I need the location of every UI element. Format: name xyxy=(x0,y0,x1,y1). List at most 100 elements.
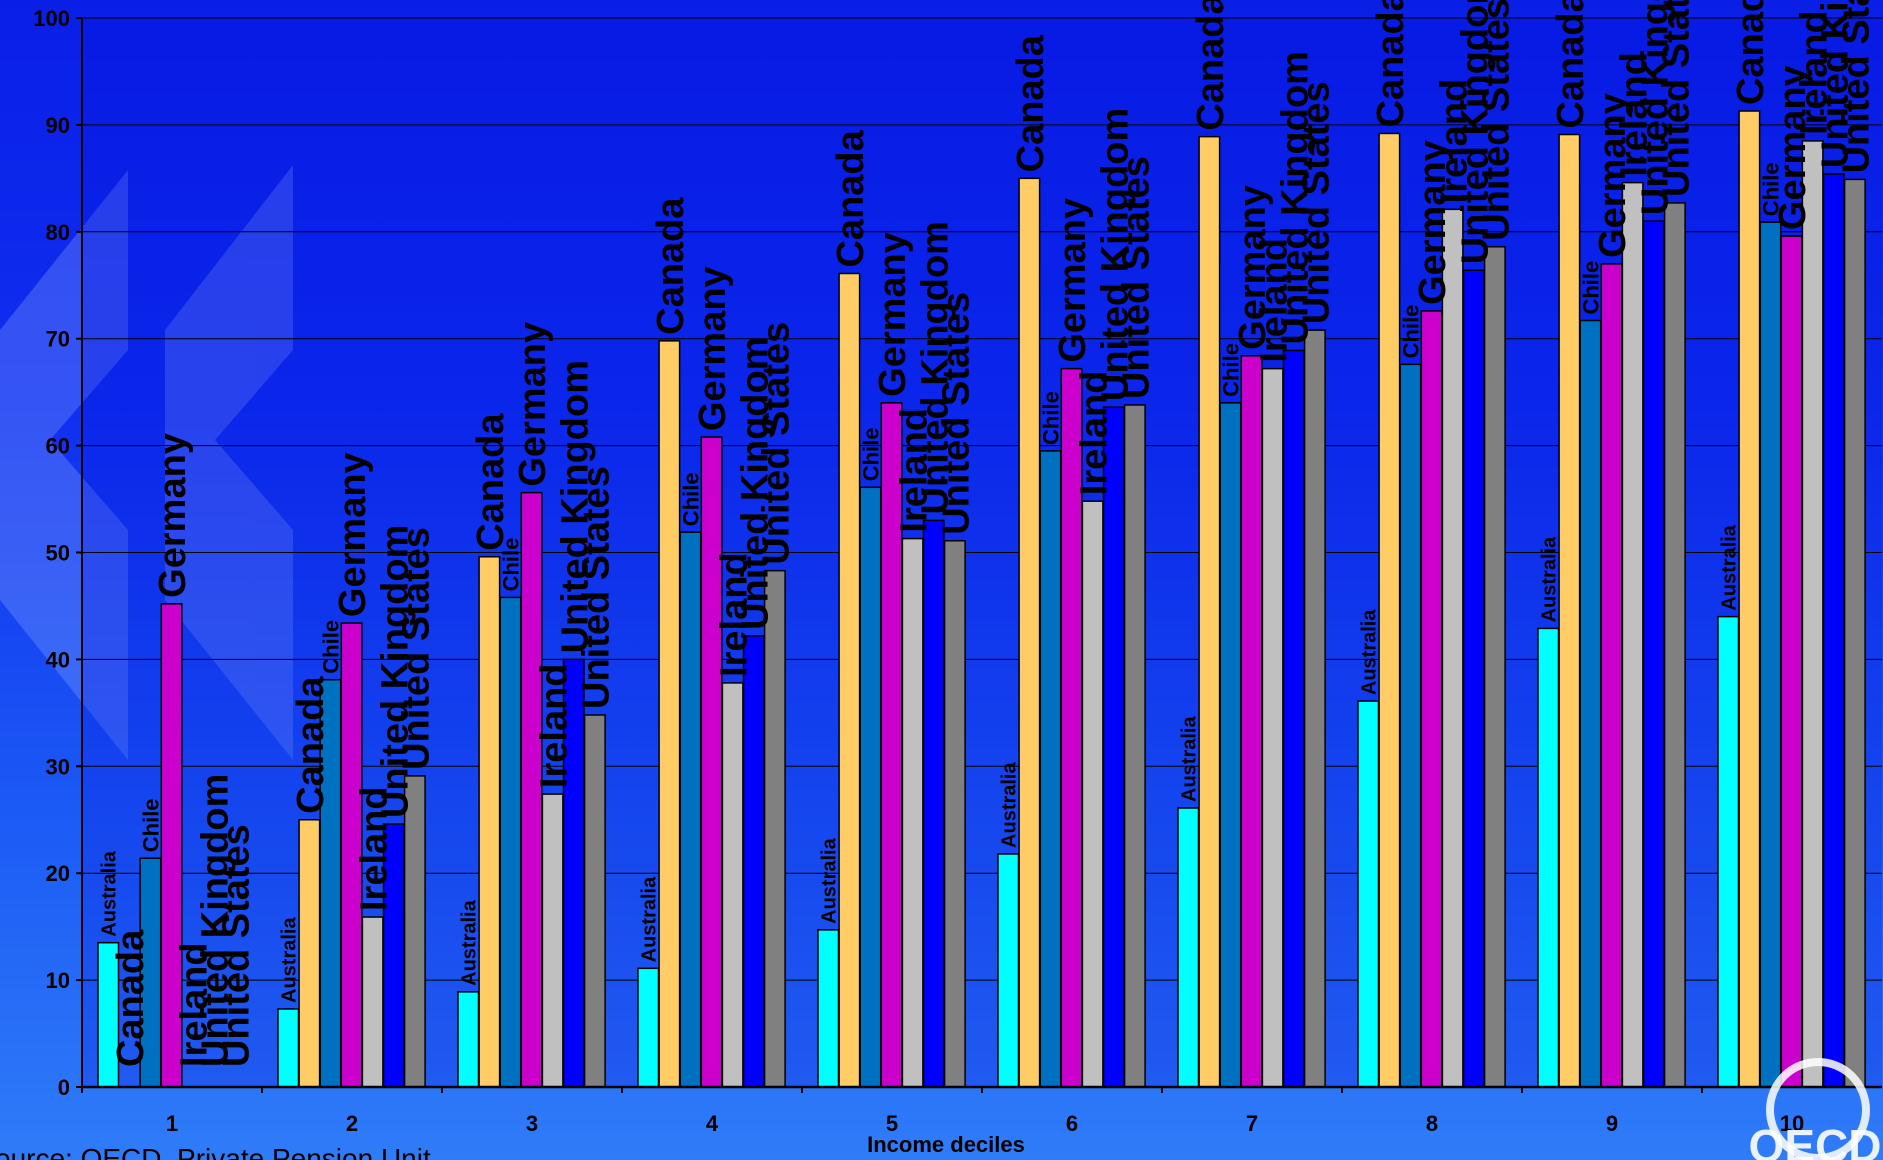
bar-label-chile: Chile xyxy=(858,427,883,481)
bar-ireland-decile-2 xyxy=(361,916,384,1088)
bar-label-chile: Chile xyxy=(678,472,703,526)
bar-label-chile: Chile xyxy=(1578,261,1603,315)
x-tick-label: 7 xyxy=(1246,1111,1258,1136)
bar-label-australia: Australia xyxy=(818,837,840,923)
bar-ireland-decile-6 xyxy=(1081,500,1104,1088)
bar-united-kingdom-decile-4 xyxy=(742,635,765,1088)
bar-label-united-states: United States xyxy=(1296,81,1338,324)
x-tick-label: 2 xyxy=(346,1111,358,1136)
bars xyxy=(97,110,1866,1088)
bar-label-united-kingdom: United Kingdom xyxy=(734,336,776,629)
bar-label-united-kingdom: United Kingdom xyxy=(554,360,596,653)
bar-canada-decile-7 xyxy=(1198,135,1221,1088)
bar-label-canada: Canada xyxy=(1730,0,1772,105)
bar-united-states-decile-10 xyxy=(1843,178,1866,1088)
bar-label-united-states: United States xyxy=(1476,0,1518,241)
bar-australia-decile-5 xyxy=(817,929,840,1088)
bar-label-germany: Germany xyxy=(332,452,374,617)
bar-canada-decile-8 xyxy=(1378,132,1401,1088)
bar-label-canada: Canada xyxy=(1010,34,1052,172)
bar-label-canada: Canada xyxy=(1370,0,1412,127)
bar-ireland-decile-4 xyxy=(721,682,744,1088)
y-tick-label: 20 xyxy=(46,861,70,886)
bar-label-ireland: Ireland xyxy=(1433,79,1475,204)
y-tick-label: 60 xyxy=(46,434,70,459)
oecd-logo: OECD xyxy=(1749,1058,1882,1160)
bar-label-ireland: Ireland xyxy=(1613,52,1655,177)
bar-united-kingdom-decile-8 xyxy=(1462,269,1485,1088)
y-tick-label: 30 xyxy=(46,754,70,779)
y-tick-label: 90 xyxy=(46,113,70,138)
x-tick-label: 1 xyxy=(166,1111,178,1136)
bar-chile-decile-3 xyxy=(499,596,522,1088)
bar-label-ireland: Ireland xyxy=(1793,10,1835,135)
bar-united-states-decile-7 xyxy=(1303,329,1326,1088)
y-tick-label: 10 xyxy=(46,968,70,993)
bar-canada-decile-10 xyxy=(1738,110,1761,1088)
bar-label-united-states: United States xyxy=(576,466,618,709)
bar-canada-decile-9 xyxy=(1558,133,1581,1088)
bar-label-ireland: Ireland xyxy=(893,408,935,533)
bar-canada-decile-5 xyxy=(838,272,861,1088)
bar-canada-decile-6 xyxy=(1018,177,1041,1088)
bar-label-chile: Chile xyxy=(498,538,523,592)
bar-label-united-states: United States xyxy=(1116,156,1158,399)
bar-united-states-decile-9 xyxy=(1663,202,1686,1088)
bar-chile-decile-7 xyxy=(1219,402,1242,1088)
bar-germany-decile-3 xyxy=(520,491,543,1088)
bar-label-united-kingdom: United Kingdom xyxy=(1634,0,1676,215)
bar-australia-decile-4 xyxy=(637,967,660,1088)
bar-label-germany: Germany xyxy=(1772,65,1814,230)
y-tick-label: 70 xyxy=(46,327,70,352)
bar-label-australia: Australia xyxy=(278,917,300,1003)
bar-label-chile: Chile xyxy=(138,798,163,852)
bar-label-germany: Germany xyxy=(692,266,734,431)
bar-ireland-decile-9 xyxy=(1621,181,1644,1088)
x-tick-label: 3 xyxy=(526,1111,538,1136)
bar-germany-decile-7 xyxy=(1240,355,1263,1088)
bar-label-canada: Canada xyxy=(650,197,692,335)
x-tick-label: 10 xyxy=(1780,1111,1804,1136)
bar-label-united-states: United States xyxy=(1656,0,1698,197)
bar-chile-decile-10 xyxy=(1759,221,1782,1088)
bar-label-united-states: United States xyxy=(216,824,258,1067)
bar-label-united-states: United States xyxy=(936,292,978,535)
bar-label-ireland: Ireland xyxy=(1073,371,1115,496)
bar-ireland-decile-7 xyxy=(1261,367,1284,1088)
x-tick-label: 8 xyxy=(1426,1111,1438,1136)
bar-label-chile: Chile xyxy=(1398,305,1423,359)
bar-label-australia: Australia xyxy=(998,761,1020,847)
bar-australia-decile-7 xyxy=(1177,807,1200,1088)
bar-united-states-decile-4 xyxy=(763,569,786,1088)
bar-ireland-decile-10 xyxy=(1801,140,1824,1088)
x-axis-title: Income deciles xyxy=(867,1132,1025,1157)
bar-chile-decile-4 xyxy=(679,531,702,1088)
bar-label-australia: Australia xyxy=(1178,716,1200,802)
bar-label-ireland: Ireland xyxy=(1253,238,1295,363)
bar-germany-decile-10 xyxy=(1780,235,1803,1088)
bar-australia-decile-2 xyxy=(277,1008,300,1088)
bar-canada-decile-4 xyxy=(658,340,681,1088)
bar-label-united-kingdom: United Kingdom xyxy=(1454,0,1496,264)
bar-label-australia: Australia xyxy=(458,899,480,985)
bar-united-states-decile-2 xyxy=(403,775,426,1088)
bar-australia-decile-10 xyxy=(1717,615,1740,1088)
bar-label-united-states: United States xyxy=(396,527,438,770)
bar-label-ireland: Ireland xyxy=(713,552,755,677)
y-tick-label: 100 xyxy=(33,6,70,31)
bar-label-canada: Canada xyxy=(1550,0,1592,129)
bar-label-canada: Canada xyxy=(110,929,152,1067)
bar-canada-decile-2 xyxy=(298,819,321,1088)
svg-text:OECD: OECD xyxy=(1749,1120,1882,1160)
bar-label-australia: Australia xyxy=(638,876,660,962)
bar-label-germany: Germany xyxy=(1592,93,1634,258)
y-tick-label: 0 xyxy=(58,1075,70,1100)
bar-united-kingdom-decile-6 xyxy=(1102,406,1125,1088)
y-tick-label: 80 xyxy=(46,220,70,245)
bar-label-united-states: United States xyxy=(756,322,798,565)
bar-label-united-kingdom: United Kingdom xyxy=(1814,0,1856,168)
bar-united-kingdom-decile-5 xyxy=(922,519,945,1088)
bar-label-canada: Canada xyxy=(830,129,872,267)
bar-label-chile: Chile xyxy=(1758,162,1783,216)
